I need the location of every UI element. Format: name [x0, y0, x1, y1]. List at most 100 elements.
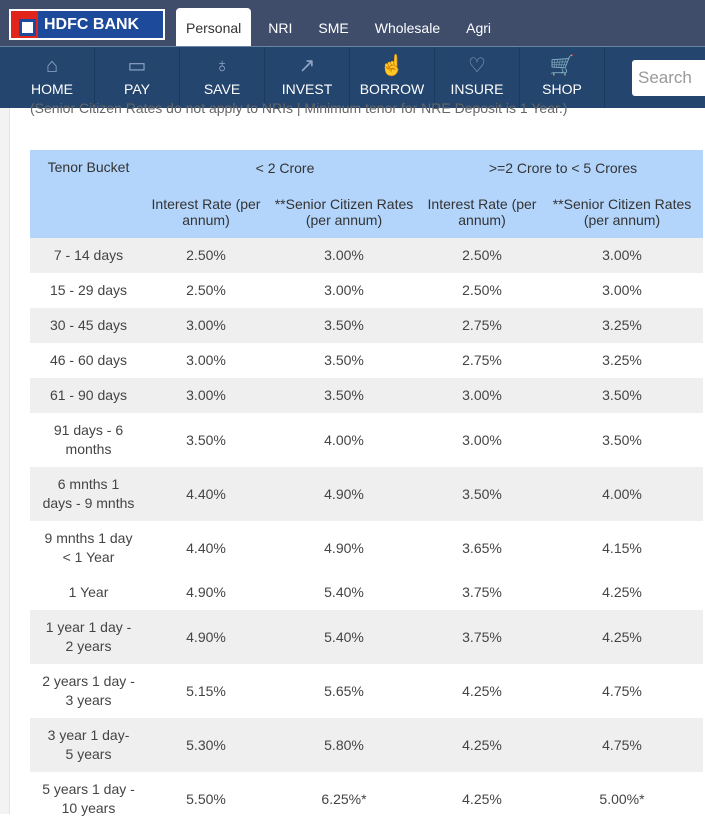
rate-cell: 5.50% [186, 790, 226, 807]
senior-rate-cell: 3.50% [324, 352, 364, 368]
borrow-icon: ☝ [379, 55, 405, 77]
rate-cell: 3.50% [423, 467, 541, 521]
senior-rate-cell: 3.50% [265, 308, 423, 343]
tenor-cell: 30 - 45 days [30, 308, 147, 343]
senior-rate-cell: 4.90% [265, 467, 423, 521]
nav-invest[interactable]: ↗ INVEST [265, 47, 350, 108]
tenor-cell: 3 year 1 day- 5 years [30, 718, 147, 772]
senior-rate-cell: 5.80% [265, 718, 423, 772]
nav-save[interactable]: ♁ SAVE [180, 47, 265, 108]
tab-sme[interactable]: SME [318, 20, 349, 36]
nav-insure[interactable]: ♡ INSURE [435, 47, 520, 108]
table-row: 30 - 45 days 3.00% 3.50% 2.75% 3.25% [30, 308, 703, 343]
table-row: 1 Year 4.90% 5.40% 3.75% 4.25% [30, 575, 703, 610]
hdfc-logo[interactable]: HDFC BANK [9, 9, 165, 40]
nav-label: INVEST [281, 81, 333, 97]
senior-rate-cell: 4.25% [602, 584, 642, 600]
logo-mark-icon [11, 11, 38, 38]
tab-nri[interactable]: NRI [268, 20, 293, 36]
tenor-cell: 61 - 90 days [30, 378, 147, 413]
senior-rate-cell: 3.25% [541, 308, 703, 343]
rate-cell: 4.90% [147, 610, 265, 664]
header-tenor: Tenor Bucket [30, 150, 147, 238]
rate-cell: 3.00% [462, 431, 502, 448]
rate-cell: 3.00% [186, 352, 226, 368]
rate-cell: 3.00% [423, 378, 541, 413]
table-row: 9 mnths 1 day < 1 Year 4.40% 4.90% 3.65% 4.1… [30, 521, 703, 575]
nav-label: INSURE [450, 81, 504, 97]
shop-icon: 🛒 [549, 55, 575, 77]
table-row: 2 years 1 day - 3 years 5.15% 5.65% 4.25% 4.… [30, 664, 703, 718]
table-row: 6 mnths 1 days - 9 mnths 4.40% 4.90% 3.50% 4… [30, 467, 703, 521]
insure-icon: ♡ [468, 55, 486, 77]
header-rate: Interest Rate (per annum) [147, 186, 265, 238]
senior-rate-cell: 3.50% [602, 431, 642, 448]
senior-rate-cell: 3.00% [602, 282, 642, 298]
nav-label: SHOP [542, 81, 582, 97]
rate-cell: 3.00% [147, 308, 265, 343]
rate-cell: 5.30% [147, 718, 265, 772]
senior-rate-cell: 5.65% [324, 682, 364, 699]
tenor-cell: 46 - 60 days [49, 352, 128, 368]
header-senior: **Senior Citizen Rates (per annum) [541, 186, 703, 238]
rate-cell: 3.50% [186, 431, 226, 448]
nre-rates-table: Tenor Bucket < 2 Crore >=2 Crore to < 5 Cr… [30, 150, 703, 826]
rate-cell: 2.50% [423, 238, 541, 273]
tab-agri[interactable]: Agri [466, 20, 492, 36]
header-below-2-crore: < 2 Crore [147, 150, 423, 186]
nav-borrow[interactable]: ☝ BORROW [350, 47, 435, 108]
senior-rate-cell: 5.00%* [599, 790, 645, 807]
tenor-cell: 15 - 29 days [49, 282, 128, 298]
senior-rate-cell: 5.40% [324, 584, 364, 600]
table-row: 46 - 60 days 3.00% 3.50% 2.75% 3.25% [30, 343, 703, 378]
segment-tabs: Personal NRI SME Wholesale Agri [176, 8, 508, 46]
rate-cell: 4.25% [462, 790, 502, 807]
senior-rate-cell: 4.15% [602, 539, 642, 556]
table-row: 91 days - 6 months 3.50% 4.00% 3.00% 3.50% [30, 413, 703, 467]
tenor-cell: 6 mnths 1 days - 9 mnths [30, 467, 147, 521]
invest-icon: ↗ [298, 55, 316, 77]
senior-rate-cell: 3.00% [541, 238, 703, 273]
tenor-cell: 2 years 1 day - 3 years [42, 673, 135, 708]
tenor-cell: 91 days - 6 months [53, 422, 124, 457]
table-row: 1 year 1 day - 2 years 4.90% 5.40% 3.75% 4.2… [30, 610, 703, 664]
nav-home[interactable]: ⌂ HOME [10, 47, 95, 108]
rate-cell: 4.40% [147, 467, 265, 521]
rate-cell: 2.50% [147, 238, 265, 273]
logo-text: HDFC BANK [38, 11, 163, 38]
senior-rate-cell: 4.75% [602, 682, 642, 699]
senior-rate-cell: 3.50% [265, 378, 423, 413]
pay-icon: ▭ [127, 55, 147, 77]
main-nav: ⌂ HOME ▭ PAY ♁ SAVE ↗ INVEST ☝ BORROW ♡ INSURE 🛒 SHOP [0, 46, 705, 108]
rate-cell: 2.50% [186, 282, 226, 298]
senior-rate-cell: 4.25% [541, 610, 703, 664]
nri-note: (Senior Citizen Rates do not apply to NR… [30, 100, 568, 116]
nav-label: HOME [31, 81, 73, 97]
senior-rate-cell: 6.25%* [321, 790, 367, 807]
top-bar: HDFC BANK Personal NRI SME Wholesale Agri [0, 0, 705, 46]
search-input[interactable]: Search [632, 60, 705, 96]
nav-label: SAVE [203, 81, 241, 97]
senior-rate-cell: 4.00% [324, 431, 364, 448]
nav-shop[interactable]: 🛒 SHOP [520, 47, 605, 108]
nav-pay[interactable]: ▭ PAY [95, 47, 180, 108]
senior-rate-cell: 3.25% [602, 352, 642, 368]
tab-personal[interactable]: Personal [176, 8, 252, 46]
tenor-cell: 7 - 14 days [30, 238, 147, 273]
rate-cell: 3.75% [462, 584, 502, 600]
rate-cell: 4.25% [462, 682, 502, 699]
header-senior: **Senior Citizen Rates (per annum) [265, 186, 423, 238]
nav-label: PAY [124, 81, 150, 97]
rate-cell: 3.65% [462, 539, 502, 556]
left-scroll-strip [0, 108, 10, 814]
table-row: 7 - 14 days 2.50% 3.00% 2.50% 3.00% [30, 238, 703, 273]
rate-cell: 2.75% [462, 352, 502, 368]
tenor-cell: 1 Year [68, 584, 109, 600]
tab-wholesale[interactable]: Wholesale [374, 20, 441, 36]
rate-cell: 4.25% [423, 718, 541, 772]
senior-rate-cell: 4.00% [541, 467, 703, 521]
rate-cell: 5.15% [186, 682, 226, 699]
header-2-to-5-crore: >=2 Crore to < 5 Crores [423, 150, 703, 186]
table-row: 61 - 90 days 3.00% 3.50% 3.00% 3.50% [30, 378, 703, 413]
tenor-cell: 9 mnths 1 day < 1 Year [44, 530, 133, 565]
